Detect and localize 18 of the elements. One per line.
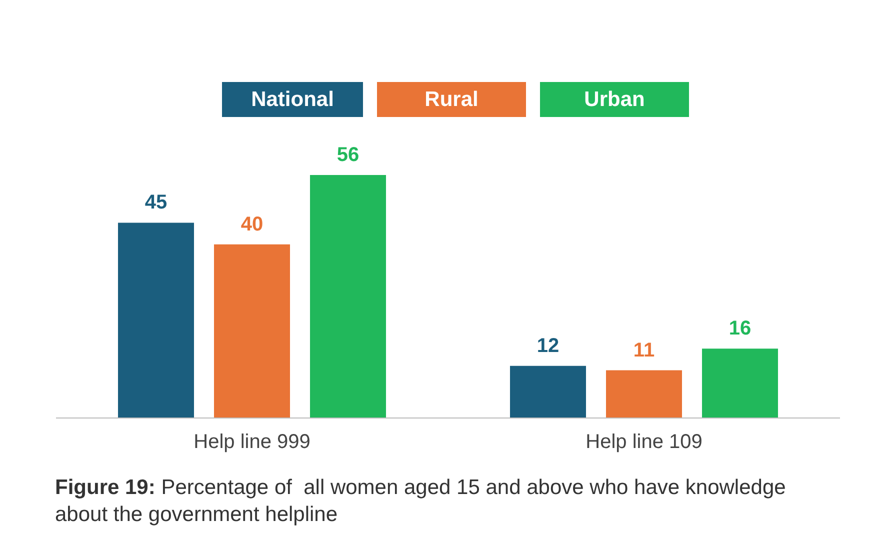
x-tick-label: Help line 109 — [586, 431, 702, 454]
bar — [310, 175, 386, 418]
data-label: 56 — [336, 144, 360, 166]
text: Urban — [540, 82, 689, 117]
text: Figure 19: Percentage of all women aged 15 and above who have knowledge about the government helpline — [55, 475, 787, 528]
bar — [510, 366, 586, 418]
data-label: 12 — [536, 334, 560, 357]
data-label: 11 — [633, 339, 655, 362]
data-label: 45 — [144, 192, 168, 214]
bar — [214, 244, 290, 418]
x-tick-label: Help line 999 — [194, 431, 310, 454]
bar — [702, 348, 778, 418]
data-label: 16 — [728, 318, 752, 340]
text: Rural — [377, 82, 526, 117]
bar — [118, 222, 194, 418]
data-label: 40 — [240, 213, 264, 236]
bar — [606, 370, 682, 418]
text: National — [222, 82, 363, 117]
